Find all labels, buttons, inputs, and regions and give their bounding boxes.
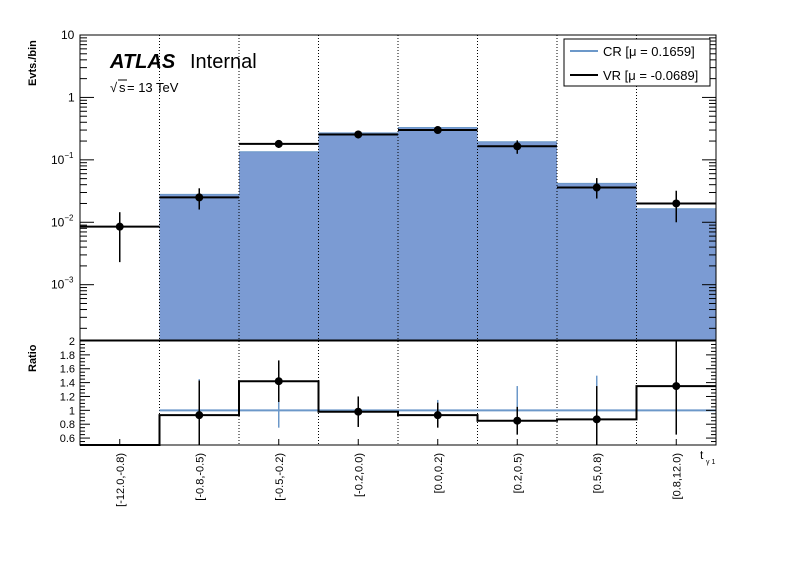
x-tick-label: [0.8,12.0) — [671, 453, 683, 499]
ratio-y-tick-label: 1.2 — [60, 391, 75, 403]
ratio-y-tick-label: 1.6 — [60, 364, 75, 376]
cr-bar — [239, 151, 319, 340]
vr-point — [274, 139, 283, 148]
x-tick-label: [0.0,0.2) — [433, 453, 445, 493]
x-tick-label: [-12.0,-0.8) — [115, 453, 127, 507]
upper-frame — [79, 34, 717, 341]
ratio-point — [433, 411, 442, 420]
cr-bar — [159, 194, 239, 340]
legend-cr-label: CR [μ = 0.1659] — [603, 44, 695, 59]
y-tick-label: 10−3 — [51, 276, 74, 292]
atlas-label: ATLAS — [109, 51, 176, 73]
upper-panel: 10 1 10−1 10−2 10−3 — [51, 28, 717, 341]
y-tick-label: 10 — [61, 28, 75, 42]
vr-point — [115, 222, 124, 231]
ratio-axis-title: Ratio — [27, 344, 39, 372]
cr-bar — [636, 208, 716, 340]
sqrt-symbol: √ — [110, 80, 118, 95]
ratio-point — [274, 377, 283, 386]
ratio-point — [513, 416, 522, 425]
internal-label: Internal — [190, 51, 257, 73]
vr-point — [592, 183, 601, 192]
ratio-y-tick-label: 1 — [69, 405, 75, 417]
ratio-panel: 0.6 0.8 1 1.21.4 1.6 1.8 2 [-12.0,-0.8) [-0.8,-0… — [60, 336, 717, 507]
y-axis-title: Evts./bin — [27, 40, 39, 86]
cr-bar — [557, 183, 637, 340]
sqrt-s: s — [119, 80, 126, 95]
cr-bar — [477, 141, 557, 340]
x-tick-label: [0.5,0.8) — [592, 453, 604, 493]
cr-bar — [318, 132, 398, 340]
x-axis-title: t — [700, 448, 704, 462]
ratio-point — [592, 415, 601, 424]
vr-point — [513, 142, 522, 151]
vr-point — [354, 130, 363, 139]
legend-box — [563, 38, 711, 87]
vr-point — [672, 199, 681, 208]
vr-point — [433, 126, 442, 135]
x-tick-label: [0.2,0.5) — [512, 453, 524, 493]
vr-point — [195, 193, 204, 202]
ratio-y-tick-label: 0.6 — [60, 433, 75, 445]
ratio-y-tick-label: 2 — [69, 336, 75, 348]
ratio-step-line — [80, 380, 716, 446]
y-tick-label: 1 — [68, 90, 75, 104]
cr-bar — [398, 127, 478, 340]
x-axis-title-sub: γ 1 — [706, 459, 715, 466]
ratio-point — [354, 407, 363, 416]
y-tick-label: 10−2 — [51, 213, 74, 229]
ratio-point — [195, 411, 204, 420]
energy-label: √ s = 13 TeV — [110, 79, 179, 95]
x-tick-label: [-0.5,-0.2) — [274, 453, 286, 501]
ratio-y-tick-label: 1.4 — [60, 378, 75, 390]
ratio-point — [672, 382, 681, 391]
x-tick-label: [-0.2,0.0) — [353, 453, 365, 497]
x-tick-label: [-0.8,-0.5) — [194, 453, 206, 501]
energy-text: = 13 TeV — [127, 80, 179, 95]
legend: CR [μ = 0.1659] VR [μ = -0.0689] — [563, 38, 711, 87]
legend-vr-label: VR [μ = -0.0689] — [603, 68, 698, 83]
y-tick-label: 10−1 — [51, 151, 74, 167]
ratio-y-tick-label: 1.8 — [60, 350, 75, 362]
ratio-y-tick-label: 0.8 — [60, 419, 75, 431]
